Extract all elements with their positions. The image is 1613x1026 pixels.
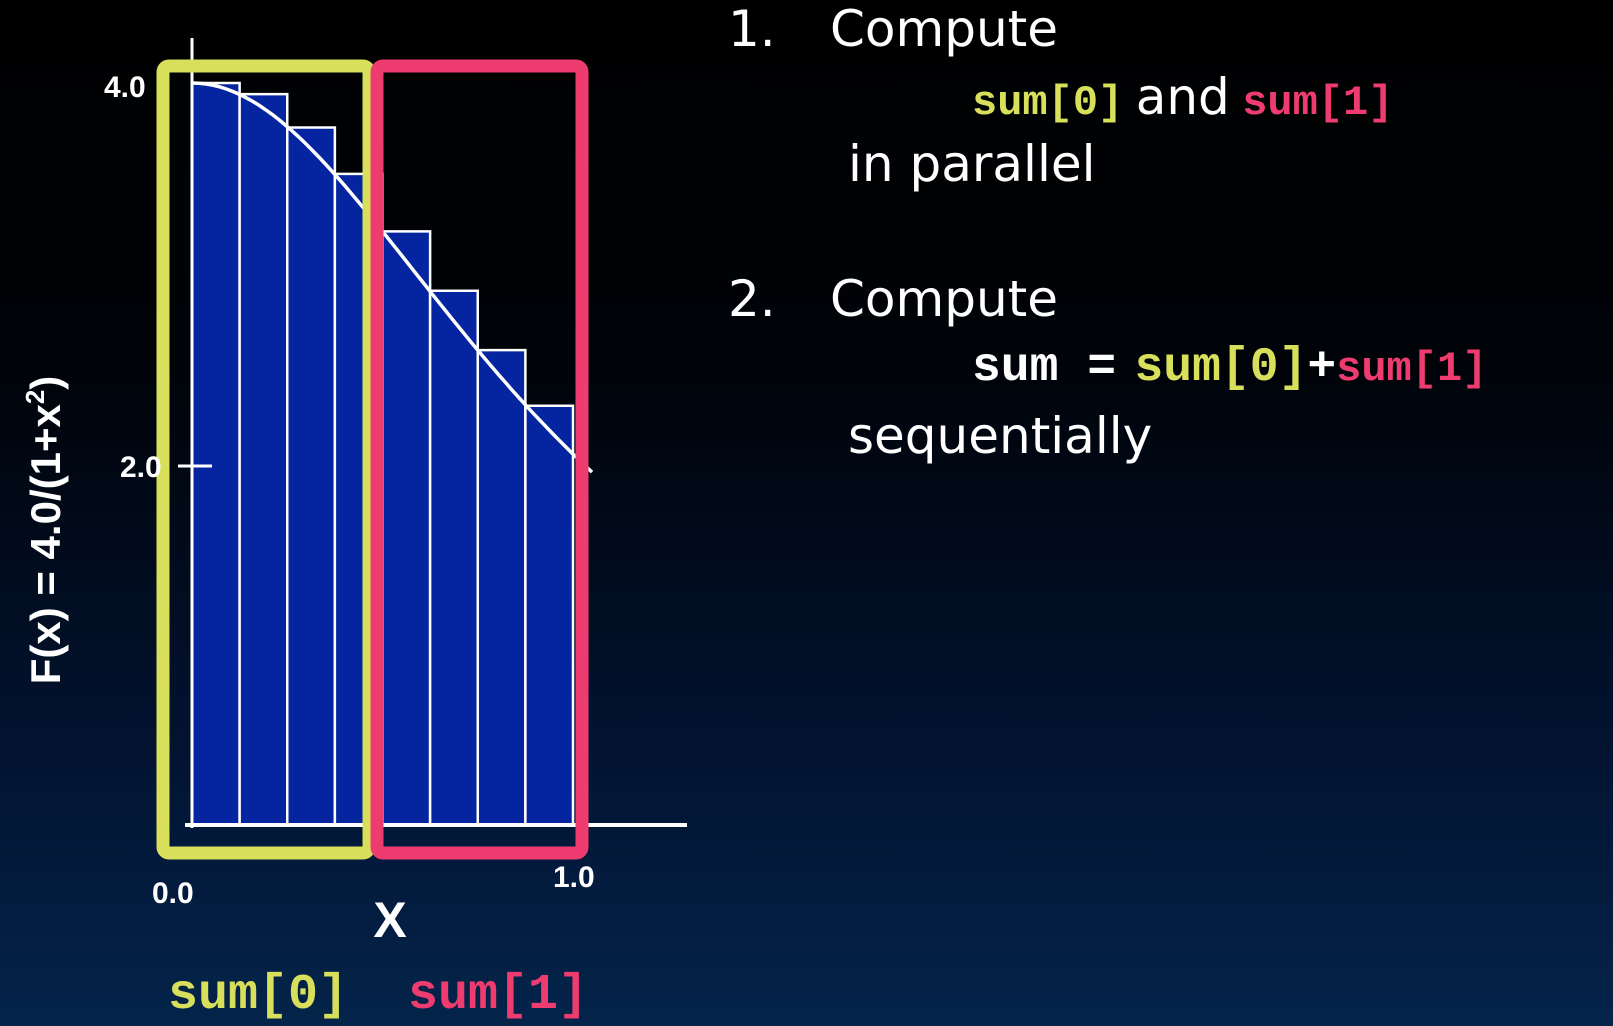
- step-expression: sum = sum[0]+sum[1]: [972, 341, 1487, 395]
- sum1-expr: sum[1]: [1242, 79, 1394, 127]
- x-axis-label: X: [373, 892, 406, 948]
- bar: [524, 404, 575, 827]
- bar: [476, 348, 527, 827]
- bar: [238, 92, 289, 827]
- and-word: and: [1135, 68, 1230, 126]
- bar: [286, 126, 337, 827]
- x-tick-label: 1.0: [553, 861, 595, 894]
- step-number: 2.: [728, 270, 776, 328]
- sum0-group-label: sum[0]: [168, 967, 348, 1024]
- step-number: 1.: [728, 0, 776, 58]
- sum1-group-label: sum[1]: [408, 967, 588, 1024]
- y-tick-label: 2.0: [120, 451, 162, 484]
- x-tick-label: 0.0: [152, 877, 194, 910]
- step-heading: Compute: [830, 0, 1059, 58]
- bars-layer: [190, 81, 575, 827]
- bar: [190, 81, 241, 827]
- step-tail: sequentially: [848, 407, 1153, 465]
- bar: [381, 230, 432, 827]
- y-axis-label: F(x) = 4.0/(1+x2): [20, 376, 69, 685]
- step-expression: sum[0] and sum[1]: [972, 68, 1393, 127]
- sum0-expr: sum[0]: [972, 79, 1124, 127]
- step-tail: in parallel: [848, 135, 1096, 193]
- y-tick-label: 4.0: [104, 71, 146, 104]
- bar: [428, 289, 479, 827]
- riemann-sum-diagram: 4.0 2.0 0.0 1.0 X F(x) = 4.0/(1+x2) sum[…: [20, 38, 687, 1024]
- sum1-group-frame: [370, 59, 589, 860]
- sum0-group-frame: [156, 59, 376, 860]
- sum0-expr: sum[0]: [1134, 341, 1308, 395]
- plus-sign: +: [1307, 341, 1337, 395]
- function-curve: [191, 81, 594, 474]
- step-heading: Compute: [830, 270, 1059, 328]
- sum1-expr: sum[1]: [1336, 345, 1488, 393]
- sum-lhs-expr: sum =: [972, 341, 1117, 395]
